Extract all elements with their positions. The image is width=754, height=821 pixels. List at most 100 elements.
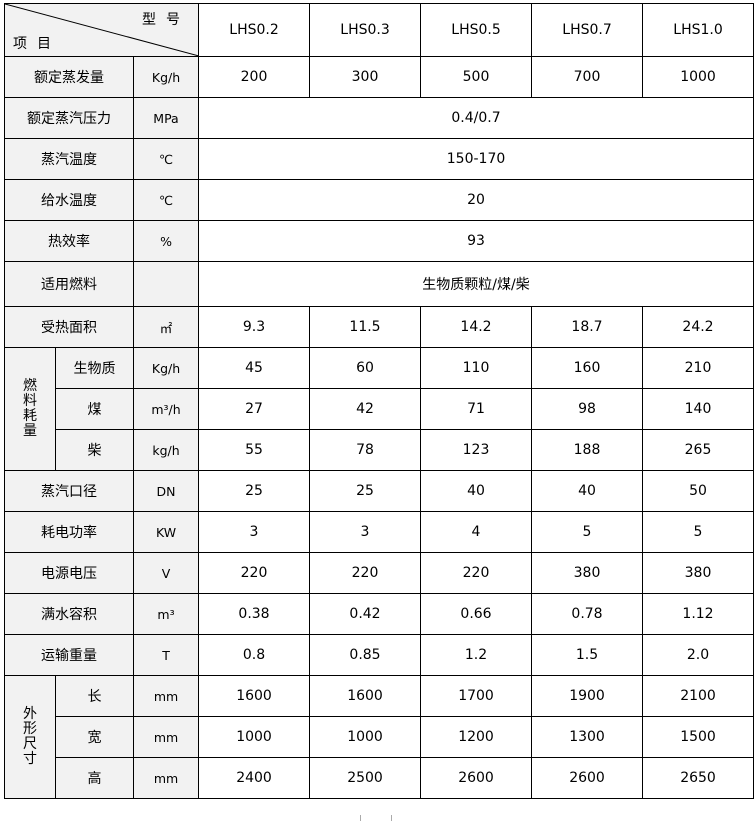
value-cell: 3 [198, 511, 311, 553]
table-row: 蒸汽口径 DN 25 25 40 40 50 [4, 470, 754, 512]
row-label: 蒸汽温度 [4, 138, 134, 180]
row-label: 高 [55, 757, 134, 799]
value-cell: 71 [420, 388, 533, 430]
value-cell: 188 [531, 429, 644, 471]
row-label: 蒸汽口径 [4, 470, 134, 512]
value-cell: 160 [531, 347, 644, 389]
value-cell: 50 [642, 470, 754, 512]
value-cell: 1.12 [642, 593, 754, 635]
table-row: 额定蒸发量 Kg/h 200 300 500 700 1000 [4, 56, 754, 98]
unit-cell: ℃ [132, 179, 200, 221]
value-cell: 2.0 [642, 634, 754, 676]
value-cell: 1200 [420, 716, 533, 758]
diagonal-line [5, 4, 199, 56]
value-cell: 55 [198, 429, 311, 471]
unit-cell: ℃ [132, 138, 200, 180]
value-cell: 5 [642, 511, 754, 553]
value-cell: 40 [531, 470, 644, 512]
value-cell: 123 [420, 429, 533, 471]
value-cell: 2650 [642, 757, 754, 799]
value-cell: 2600 [420, 757, 533, 799]
table-row: 燃料耗量 生物质 Kg/h 45 60 110 160 210 [4, 347, 754, 471]
value-cell: 0.78 [531, 593, 644, 635]
table-row: 运输重量 T 0.8 0.85 1.2 1.5 2.0 [4, 634, 754, 676]
value-cell: 110 [420, 347, 533, 389]
value-cell: 25 [198, 470, 311, 512]
unit-cell: m³/h [132, 388, 200, 430]
model-header: LHS0.5 [420, 3, 533, 57]
value-cell: 24.2 [642, 306, 754, 348]
row-label: 满水容积 [4, 593, 134, 635]
value-cell: 2100 [642, 675, 754, 717]
table-row: 满水容积 m³ 0.38 0.42 0.66 0.78 1.12 [4, 593, 754, 635]
unit-cell: T [132, 634, 200, 676]
table-row: 电源电压 V 220 220 220 380 380 [4, 552, 754, 594]
merged-value-cell: 20 [198, 179, 754, 221]
value-cell: 1500 [642, 716, 754, 758]
value-cell: 220 [420, 552, 533, 594]
value-cell: 380 [642, 552, 754, 594]
value-cell: 1300 [531, 716, 644, 758]
table-row: 柴 kg/h 55 78 123 188 265 [5, 429, 754, 471]
value-cell: 1000 [198, 716, 311, 758]
group-label: 外形尺寸 [23, 706, 37, 767]
unit-cell: Kg/h [132, 56, 200, 98]
row-label: 额定蒸发量 [4, 56, 134, 98]
value-cell: 27 [198, 388, 311, 430]
page-marker [360, 815, 392, 821]
corner-cell: 型号 项目 [3, 3, 200, 57]
unit-cell [132, 261, 200, 307]
row-label: 宽 [55, 716, 134, 758]
value-cell: 2600 [531, 757, 644, 799]
unit-cell: KW [132, 511, 200, 553]
group-label: 燃料耗量 [23, 378, 37, 439]
unit-cell: mm [132, 716, 200, 758]
row-label: 热效率 [4, 220, 134, 262]
group-label-cell: 外形尺寸 [4, 675, 56, 799]
row-label: 给水温度 [4, 179, 134, 221]
merged-value-cell: 93 [198, 220, 754, 262]
table-row: 热效率% 93 [4, 220, 754, 262]
value-cell: 700 [531, 56, 644, 98]
value-cell: 1900 [531, 675, 644, 717]
value-cell: 0.66 [420, 593, 533, 635]
row-label: 长 [55, 675, 134, 717]
unit-cell: DN [132, 470, 200, 512]
value-cell: 0.42 [309, 593, 422, 635]
value-cell: 1700 [420, 675, 533, 717]
value-cell: 1.5 [531, 634, 644, 676]
unit-cell: kg/h [132, 429, 200, 471]
value-cell: 300 [309, 56, 422, 98]
unit-cell: MPa [132, 97, 200, 139]
row-label: 额定蒸汽压力 [4, 97, 134, 139]
unit-cell: V [132, 552, 200, 594]
value-cell: 2400 [198, 757, 311, 799]
row-label: 电源电压 [4, 552, 134, 594]
value-cell: 40 [420, 470, 533, 512]
value-cell: 42 [309, 388, 422, 430]
table-row: 蒸汽温度 ℃ 150-170 [4, 138, 754, 180]
value-cell: 98 [531, 388, 644, 430]
model-header: LHS1.0 [642, 3, 754, 57]
model-header: LHS0.3 [309, 3, 422, 57]
value-cell: 500 [420, 56, 533, 98]
table-row: 给水温度 ℃ 20 [4, 179, 754, 221]
table-row: 外形尺寸长 mm 1600 1600 1700 1900 2100 [4, 675, 754, 799]
unit-cell: % [132, 220, 200, 262]
value-cell: 1000 [642, 56, 754, 98]
value-cell: 1.2 [420, 634, 533, 676]
value-cell: 45 [198, 347, 311, 389]
header-row: 型号 项目 LHS0.2 LHS0.3 LHS0.5 LHS0.7 LHS1.0 [3, 3, 754, 57]
row-label: 煤 [55, 388, 134, 430]
value-cell: 4 [420, 511, 533, 553]
row-label: 运输重量 [4, 634, 134, 676]
value-cell: 5 [531, 511, 644, 553]
value-cell: 25 [309, 470, 422, 512]
value-cell: 0.38 [198, 593, 311, 635]
value-cell: 14.2 [420, 306, 533, 348]
corner-item-label: 项目 [13, 36, 61, 52]
value-cell: 220 [309, 552, 422, 594]
value-cell: 1600 [309, 675, 422, 717]
value-cell: 0.85 [309, 634, 422, 676]
